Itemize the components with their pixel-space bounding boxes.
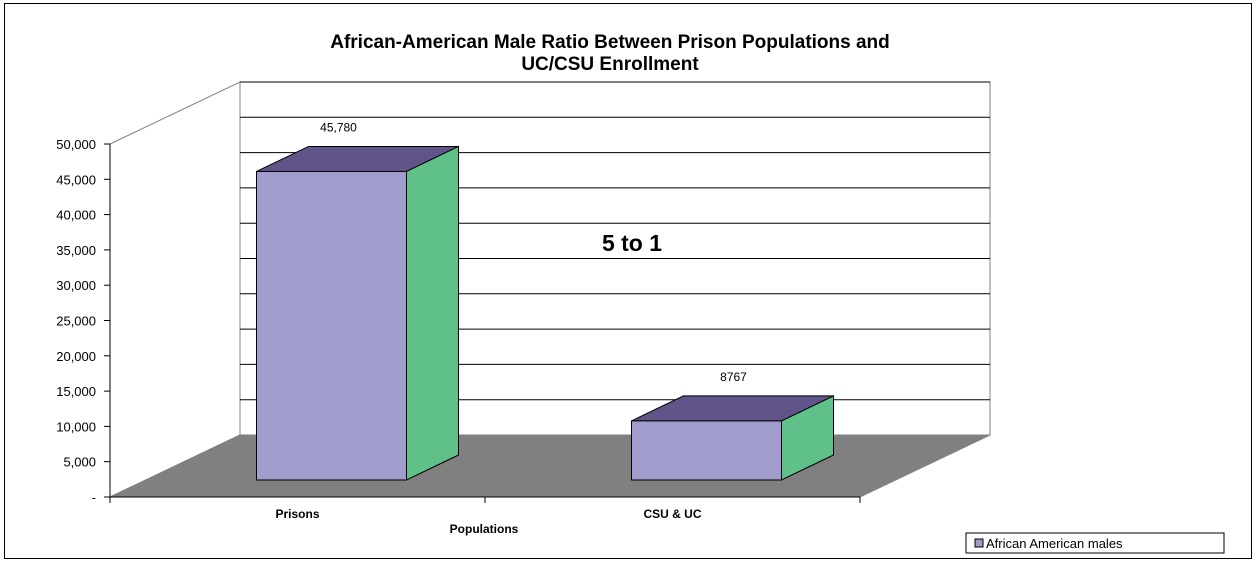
y-tick-label: 25,000: [56, 314, 96, 329]
bar: [256, 170, 407, 481]
legend: African American males: [965, 532, 1225, 554]
legend-swatch: [974, 538, 984, 548]
x-axis-title: Populations: [450, 522, 519, 536]
y-tick-label: 10,000: [56, 419, 96, 434]
chart-title-line-1: African-American Male Ratio Between Pris…: [330, 32, 890, 53]
y-tick-label: 45,000: [56, 172, 96, 187]
data-label: 8767: [720, 370, 747, 384]
x-tick-label: CSU & UC: [643, 507, 701, 521]
chart-floor: [109, 434, 991, 498]
chart-title-line-2: UC/CSU Enrollment: [521, 54, 699, 75]
bar: [631, 420, 782, 481]
y-tick-label: 35,000: [56, 243, 96, 258]
legend-label: African American males: [986, 536, 1123, 551]
x-tick-label: Prisons: [275, 507, 319, 521]
y-tick-label: -: [92, 490, 96, 505]
y-tick-label: 30,000: [56, 278, 96, 293]
y-tick-label: 40,000: [56, 208, 96, 223]
y-tick-label: 15,000: [56, 384, 96, 399]
y-tick-label: 20,000: [56, 349, 96, 364]
data-label: 45,780: [320, 120, 357, 134]
bar-side: [406, 145, 459, 481]
y-tick-label: 50,000: [56, 137, 96, 152]
legend-box: [965, 532, 1225, 554]
y-tick-label: 5,000: [63, 455, 96, 470]
ratio-annotation: 5 to 1: [602, 230, 662, 256]
side-wall: [109, 81, 241, 498]
